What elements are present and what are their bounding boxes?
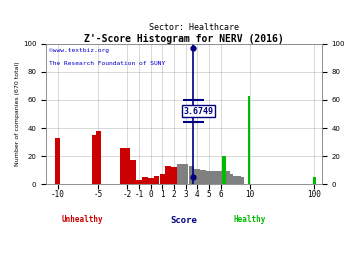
Bar [92,135,96,184]
Bar [222,156,226,184]
Bar [96,131,101,184]
Bar [248,96,250,184]
Bar [154,176,159,184]
Bar [125,148,130,184]
Bar [165,166,171,184]
Text: Unhealthy: Unhealthy [61,215,103,224]
Bar [148,178,154,184]
Bar [226,171,230,184]
Bar [159,174,165,184]
Bar [237,176,240,184]
Bar [233,176,237,184]
Bar [130,160,136,184]
Bar [230,174,233,184]
Bar [183,164,189,184]
Bar [136,180,142,184]
Bar [55,138,60,184]
Bar [189,166,194,184]
Bar [212,171,217,184]
Bar [200,170,206,184]
Bar [218,171,222,184]
X-axis label: Score: Score [170,216,197,225]
Text: The Research Foundation of SUNY: The Research Foundation of SUNY [49,61,165,66]
Y-axis label: Number of companies (670 total): Number of companies (670 total) [15,62,20,166]
Text: 3.6749: 3.6749 [184,107,213,116]
Bar [314,177,316,184]
Bar [171,167,177,184]
Title: Z'-Score Histogram for NERV (2016): Z'-Score Histogram for NERV (2016) [84,34,284,44]
Text: ©www.textbiz.org: ©www.textbiz.org [49,48,109,53]
Text: Sector: Healthcare: Sector: Healthcare [149,23,239,32]
Bar [194,169,200,184]
Bar [120,148,125,184]
Bar [177,164,183,184]
Bar [240,177,244,184]
Bar [206,171,212,184]
Bar [142,177,148,184]
Text: Healthy: Healthy [233,215,266,224]
